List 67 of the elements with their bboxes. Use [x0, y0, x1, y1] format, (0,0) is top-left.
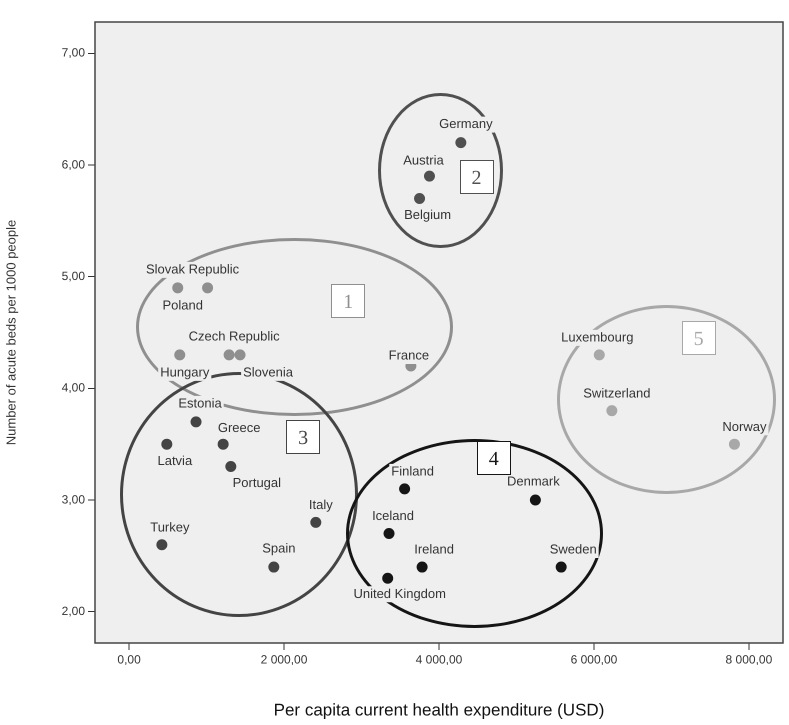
label-box: 1: [331, 284, 366, 318]
x-tick-label: 4 000,00: [416, 652, 463, 667]
x-tick-label: 0,00: [117, 652, 142, 667]
point: [384, 528, 395, 540]
annotation: Hungary: [160, 364, 210, 380]
annotation: Belgium: [404, 207, 452, 222]
point: [382, 572, 394, 584]
annotation: Spain: [262, 540, 296, 556]
point: [172, 282, 184, 294]
point: [399, 483, 410, 494]
label-box: 2: [460, 160, 494, 194]
annotation: Estonia: [178, 395, 222, 410]
point: [218, 438, 229, 450]
annotation: Greece: [218, 420, 260, 435]
point: [556, 562, 567, 573]
label-box: 4: [476, 440, 511, 475]
x-tick-label: 2 000,00: [260, 652, 308, 667]
annotation: Ireland: [414, 542, 454, 557]
point: [202, 282, 214, 294]
y-tick-label: 5,00: [62, 268, 86, 283]
point: [174, 349, 186, 360]
annotation: France: [388, 348, 430, 363]
point: [455, 137, 466, 148]
annotation: Slovenia: [243, 364, 294, 380]
annotation: Sweden: [550, 542, 597, 557]
point: [424, 170, 435, 182]
annotation: Portugal: [232, 475, 282, 490]
point: [224, 349, 235, 360]
annotation: Norway: [722, 418, 767, 434]
annotation: Slovak Republic: [146, 261, 240, 276]
annotation: Turkey: [150, 519, 190, 534]
y-tick-label: 7,00: [62, 46, 86, 60]
annotation: Latvia: [157, 452, 193, 468]
point: [594, 349, 605, 360]
point: [530, 494, 541, 506]
annotation: Denmark: [507, 474, 560, 489]
annotation: Italy: [308, 496, 334, 512]
y-tick-label: 3,00: [62, 492, 86, 506]
point: [728, 438, 740, 450]
x-tick-label: 6 000,00: [570, 652, 618, 667]
label-box: 5: [682, 320, 716, 355]
y-tick-label: 2,00: [62, 604, 86, 618]
annotation: Finland: [391, 463, 434, 478]
point: [225, 461, 236, 472]
y-tick-label: 4,00: [62, 380, 86, 395]
annotation: United Kingdom: [353, 586, 446, 601]
annotation: Iceland: [372, 508, 414, 524]
annotation: Czech Republic: [188, 328, 280, 344]
annotation: Luxembourg: [561, 329, 634, 344]
annotation: Switzerland: [583, 385, 650, 400]
y-axis-title: Number of acute beds per 1000 people: [3, 220, 18, 446]
point: [190, 416, 202, 428]
point: [161, 438, 172, 450]
annotation: Poland: [162, 297, 203, 312]
point: [606, 405, 618, 416]
label-box: 3: [286, 420, 320, 454]
point: [414, 192, 426, 204]
point: [268, 562, 280, 573]
x-tick-label: 8 000,00: [726, 652, 773, 667]
annotation: Germany: [439, 116, 494, 132]
point: [310, 516, 322, 528]
point: [416, 562, 428, 573]
point: [234, 349, 246, 360]
x-axis-title: Per capita current health expenditure (USD): [274, 700, 604, 720]
y-tick-label: 6,00: [62, 157, 86, 172]
annotation: Austria: [403, 152, 444, 168]
point: [156, 539, 168, 550]
